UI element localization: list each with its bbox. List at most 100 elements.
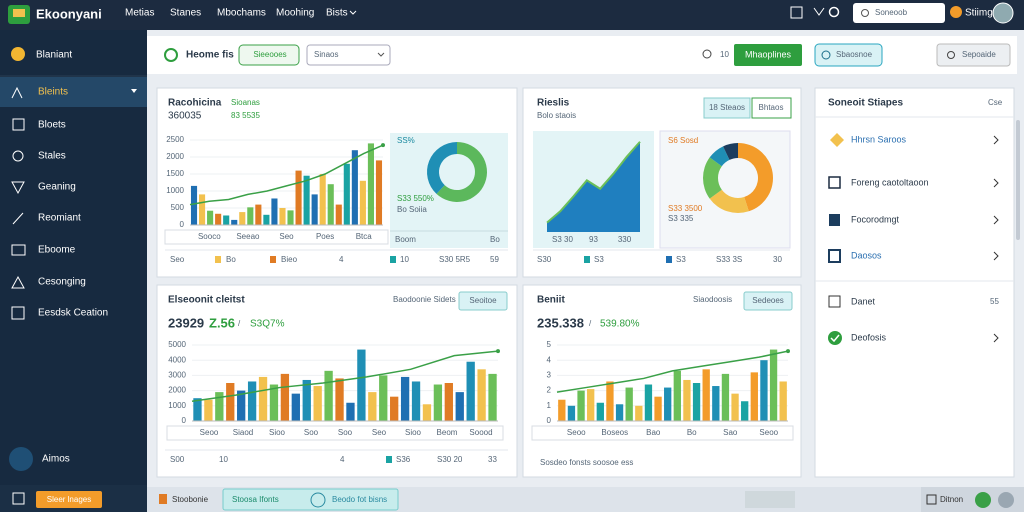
bar <box>215 392 224 421</box>
sidebar-button[interactable] <box>36 491 102 508</box>
donut-caption: S33 3500 <box>668 204 703 213</box>
sidebar-item[interactable]: Bleints <box>38 87 68 98</box>
bar <box>303 175 310 225</box>
sidebar-item[interactable]: Reomiant <box>38 213 81 224</box>
primary-button[interactable] <box>734 44 802 66</box>
grid-icon[interactable] <box>12 492 25 505</box>
legend-item: Bo <box>226 255 236 264</box>
nav-icon <box>12 212 24 225</box>
filter-button[interactable] <box>238 44 300 66</box>
x-tick-label: S3 30 <box>552 235 573 244</box>
bar <box>258 376 268 421</box>
down-icon[interactable] <box>813 7 825 16</box>
search-icon[interactable] <box>828 6 840 18</box>
bar <box>760 360 768 421</box>
legend-item: S3 <box>594 255 604 264</box>
trend-line <box>191 350 499 402</box>
bar <box>444 383 453 421</box>
tertiary-button[interactable] <box>936 43 1011 67</box>
status-chip[interactable] <box>222 488 399 511</box>
y-tick-label: 5000 <box>168 340 186 349</box>
panel-link[interactable]: Baodoonie Sidets <box>393 295 456 304</box>
bar <box>664 387 672 421</box>
y-tick-label: 2000 <box>166 152 184 161</box>
help-icon[interactable] <box>9 447 33 471</box>
item-icon <box>828 331 842 345</box>
sidebar-item[interactable]: Bloets <box>38 120 66 131</box>
x-tick-label: Sooco <box>198 232 221 241</box>
status-button[interactable] <box>745 491 795 508</box>
sidebar-footer[interactable]: Aimos <box>42 454 70 465</box>
sidebar-button-label: Sleer lnages <box>47 495 91 504</box>
bag-icon[interactable] <box>790 6 803 19</box>
sidebar-item[interactable]: Cesonging <box>38 277 86 288</box>
panel-button[interactable] <box>743 291 793 311</box>
side-item[interactable]: Foreng caotoltaoon <box>851 177 929 187</box>
bar <box>635 405 643 421</box>
nav-item[interactable]: Moohing <box>276 8 314 19</box>
side-item[interactable]: Daosos <box>851 250 882 260</box>
legend-swatch <box>390 256 396 263</box>
nav-item[interactable]: Bists <box>326 8 348 19</box>
nav-item[interactable]: Mbochams <box>217 8 266 19</box>
x-tick-label: Seoo <box>759 428 778 437</box>
side-item[interactable]: Danet <box>851 296 876 306</box>
user-name[interactable]: Stiimg <box>965 8 993 19</box>
bar <box>247 381 257 421</box>
bar <box>255 204 262 225</box>
x-tick-label: Sioo <box>405 428 422 437</box>
tab-button[interactable] <box>751 97 792 119</box>
tab-button[interactable] <box>703 97 751 119</box>
nav-item[interactable]: Stanes <box>170 8 201 19</box>
legend-item: Seo <box>170 255 185 264</box>
logo-inner <box>13 9 25 17</box>
select[interactable] <box>306 44 391 66</box>
sidebar-item[interactable]: Eesdsk Ceation <box>38 308 108 319</box>
trend-line <box>189 144 384 206</box>
bar <box>346 402 355 421</box>
x-tick-label: Soo <box>304 428 319 437</box>
search-icon[interactable] <box>702 49 712 59</box>
bar <box>400 376 410 421</box>
bar <box>596 402 604 421</box>
legend-swatch <box>666 256 672 263</box>
bar <box>327 184 334 225</box>
donut-caption: S3 335 <box>668 214 694 223</box>
side-item[interactable]: Hhrsn Saroos <box>851 134 907 144</box>
bar <box>319 174 326 225</box>
donut-caption: S6 Sosd <box>668 136 698 145</box>
panel-button-label: Seoitoe <box>469 296 497 305</box>
bar <box>721 373 730 421</box>
y-tick-label: 2500 <box>166 135 184 144</box>
status-icon <box>926 494 937 505</box>
kpi-value: 235.338 <box>537 315 584 330</box>
panel-button[interactable] <box>458 291 508 311</box>
legend-item: S30 <box>537 255 552 264</box>
bar <box>692 383 701 421</box>
search-box[interactable] <box>853 3 945 23</box>
nav-item[interactable]: Metias <box>125 8 154 19</box>
status-dot[interactable] <box>998 492 1014 508</box>
donut-caption: S33 550% <box>397 194 434 203</box>
side-item[interactable]: Focorodmgt <box>851 214 900 224</box>
x-tick-label: Btca <box>356 232 373 241</box>
secondary-button[interactable] <box>814 43 883 67</box>
scrollbar <box>1016 120 1020 240</box>
sidebar-item[interactable]: Stales <box>38 151 66 162</box>
bar <box>302 379 311 421</box>
bar <box>343 163 350 225</box>
sidebar-item[interactable]: Eboome <box>38 245 76 256</box>
side-close[interactable]: Cse <box>988 98 1003 107</box>
x-tick-label: Beom <box>437 428 458 437</box>
status-dot[interactable] <box>975 492 991 508</box>
avatar[interactable] <box>992 2 1014 24</box>
panel-link[interactable]: Siaodoosis <box>693 295 732 304</box>
bar <box>271 198 278 225</box>
bar <box>477 369 486 421</box>
nav-icon <box>12 118 25 131</box>
side-panel <box>814 87 1015 478</box>
sidebar-item[interactable]: Geaning <box>38 182 76 193</box>
bar <box>207 210 214 225</box>
side-item[interactable]: Deofosis <box>851 332 887 342</box>
